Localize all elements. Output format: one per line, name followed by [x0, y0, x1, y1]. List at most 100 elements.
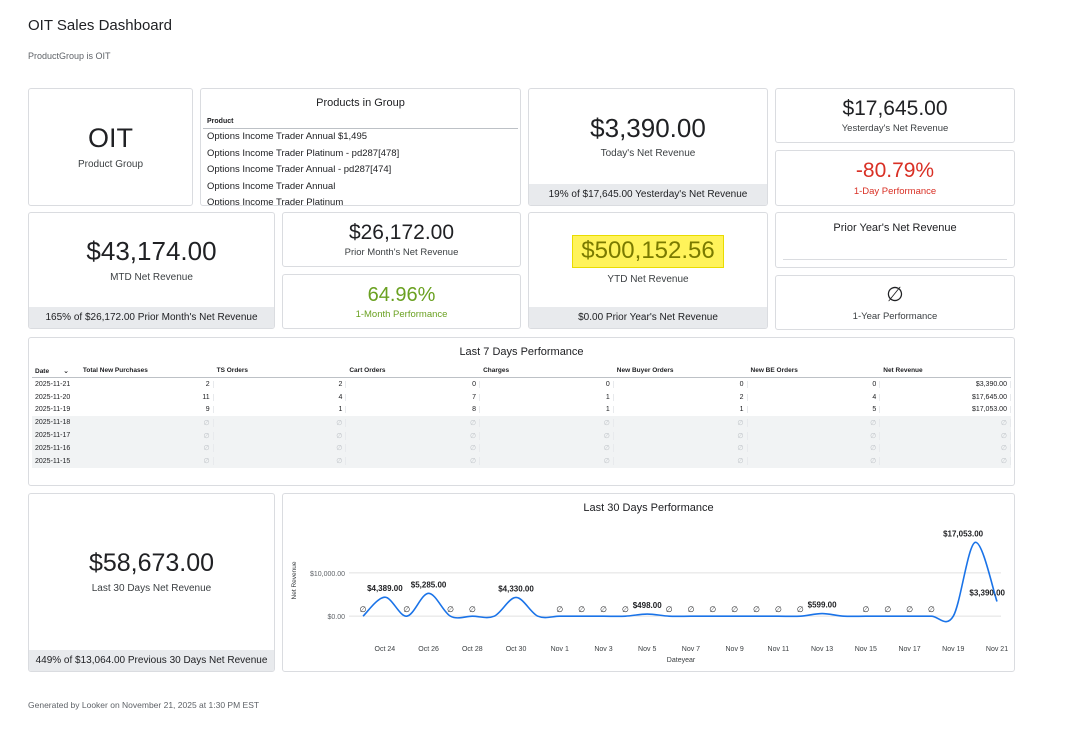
null-point-label: ∅: [731, 605, 738, 614]
column-header[interactable]: New Buyer Orders: [614, 367, 748, 374]
table-cell: 0: [614, 380, 748, 388]
x-tick-label: Nov 13: [811, 646, 833, 653]
table-row[interactable]: 2025-11-15 ∅ ∅ ∅ ∅ ∅ ∅ ∅: [32, 454, 1011, 468]
column-header[interactable]: Charges: [480, 367, 614, 374]
ytd-net-revenue-tile[interactable]: $500,152.56 YTD Net Revenue $0.00 Prior …: [528, 212, 768, 329]
null-point-label: ∅: [928, 605, 935, 614]
table-cell-date: 2025-11-20: [35, 393, 71, 401]
x-tick-label: Nov 1: [551, 646, 569, 653]
y-tick-label: $10,000.00: [310, 571, 345, 578]
table-row[interactable]: 2025-11-16 ∅ ∅ ∅ ∅ ∅ ∅ ∅: [32, 441, 1011, 455]
mtd-comparison: 165% of $26,172.00 Prior Month's Net Rev…: [29, 307, 274, 328]
last-30-days-performance-tile[interactable]: Last 30 Days Performance $0.00 $10,000.00…: [282, 493, 1015, 672]
table-cell: ∅: [880, 431, 1011, 440]
product-group-value: OIT: [88, 122, 133, 153]
table-cell: ∅: [480, 431, 614, 440]
column-header-label: TS Orders: [216, 367, 249, 374]
x-axis-label: Dateyear: [667, 657, 696, 664]
prior-month-net-revenue-tile[interactable]: $26,172.00 Prior Month's Net Revenue: [282, 212, 521, 267]
one-day-performance-tile[interactable]: -80.79% 1-Day Performance: [775, 150, 1015, 206]
prior-year-net-revenue-label: Prior Year's Net Revenue: [833, 222, 957, 234]
chevron-down-icon[interactable]: ⌄: [63, 367, 69, 375]
table-cell: ∅: [80, 418, 214, 427]
x-tick-label: Nov 15: [855, 646, 877, 653]
column-header[interactable]: Cart Orders: [346, 367, 480, 374]
table-header-row: Date ⌄ Total New Purchases TS Orders Cart Or…: [32, 364, 1011, 378]
product-item: Options Income Trader Platinum - pd287[4…: [207, 147, 400, 159]
table-cell: ∅: [346, 444, 481, 453]
table-cell: ∅: [748, 444, 881, 453]
x-tick-label: Nov 21: [986, 646, 1008, 653]
ytd-net-revenue-label: YTD Net Revenue: [607, 273, 689, 285]
last-7-days-tile[interactable]: Last 7 Days Performance Date ⌄ Total New P…: [28, 337, 1015, 486]
column-header-label: Net Revenue: [883, 367, 923, 374]
column-header-label: New Buyer Orders: [616, 367, 674, 374]
one-year-performance-tile[interactable]: ∅ 1-Year Performance: [775, 275, 1015, 330]
table-cell: 2: [214, 380, 347, 388]
table-row[interactable]: 2025-11-18 ∅ ∅ ∅ ∅ ∅ ∅ ∅: [32, 416, 1011, 430]
column-header[interactable]: Net Revenue: [880, 367, 1011, 374]
null-point-label: ∅: [556, 605, 563, 614]
products-in-group-title: Products in Group: [316, 97, 405, 109]
table-row[interactable]: 2025-11-20 11 4 7 1 2 4 $17,645.00: [32, 391, 1011, 404]
products-list[interactable]: Product Options Income Trader Annual $1,…: [203, 113, 518, 205]
column-header-label: New BE Orders: [750, 367, 798, 374]
null-point-label: ∅: [360, 605, 367, 614]
column-header[interactable]: TS Orders: [214, 367, 347, 374]
table-cell-date: 2025-11-15: [35, 457, 71, 465]
products-in-group-tile[interactable]: Products in Group Product Options Income…: [200, 88, 521, 206]
table-cell: 9: [80, 406, 214, 414]
mtd-net-revenue-tile[interactable]: $43,174.00 MTD Net Revenue 165% of $26,1…: [28, 212, 275, 329]
one-month-performance-label: 1-Month Performance: [355, 308, 448, 320]
last-30-days-line-chart[interactable]: $0.00 $10,000.00 Net Revenue ∅ $4,389.00 ∅ $5,…: [283, 494, 1014, 671]
yesterdays-net-revenue-label: Yesterday's Net Revenue: [841, 123, 949, 135]
last-30-days-net-revenue-tile[interactable]: $58,673.00 Last 30 Days Net Revenue 449%…: [28, 493, 275, 672]
todays-net-revenue-tile[interactable]: $3,390.00 Today's Net Revenue 19% of $17…: [528, 88, 768, 206]
x-tick-label: Nov 19: [942, 646, 964, 653]
page-title: OIT Sales Dashboard: [28, 17, 172, 34]
data-point-label: $4,330.00: [498, 584, 534, 593]
table-cell: ∅: [214, 431, 347, 440]
last-7-days-table[interactable]: Date ⌄ Total New Purchases TS Orders Cart Or…: [32, 364, 1011, 468]
null-point-label: ∅: [884, 605, 891, 614]
products-column-header[interactable]: Product: [203, 113, 518, 129]
table-cell: ∅: [748, 457, 881, 466]
null-point-label: ∅: [403, 605, 410, 614]
data-point-label: $3,390.00: [969, 589, 1005, 598]
table-cell: ∅: [614, 418, 748, 427]
table-cell: ∅: [214, 418, 347, 427]
yesterdays-net-revenue-tile[interactable]: $17,645.00 Yesterday's Net Revenue: [775, 88, 1015, 143]
table-cell: ∅: [346, 418, 481, 427]
null-point-label: ∅: [709, 605, 716, 614]
table-cell-date: 2025-11-17: [35, 432, 71, 440]
x-tick-label: Nov 11: [768, 646, 790, 653]
null-point-label: ∅: [578, 605, 585, 614]
column-header[interactable]: Date ⌄: [32, 367, 80, 375]
table-cell: ∅: [80, 444, 214, 453]
table-cell: 0: [748, 380, 881, 388]
data-point-label: $599.00: [808, 601, 837, 610]
table-row[interactable]: 2025-11-21 2 2 0 0 0 0 $3,390.00: [32, 378, 1011, 391]
table-cell: 8: [346, 406, 481, 414]
column-header-label: Cart Orders: [349, 367, 386, 374]
product-group-tile[interactable]: OIT Product Group: [28, 88, 193, 206]
x-tick-label: Nov 9: [726, 646, 744, 653]
null-point-label: ∅: [600, 605, 607, 614]
prior-year-divider: [783, 259, 1007, 260]
prior-year-net-revenue-tile[interactable]: Prior Year's Net Revenue: [775, 212, 1015, 268]
table-row[interactable]: 2025-11-19 9 1 8 1 1 5 $17,053.00: [32, 404, 1011, 417]
x-tick-label: Nov 7: [682, 646, 700, 653]
one-month-performance-tile[interactable]: 64.96% 1-Month Performance: [282, 274, 521, 329]
null-point-label: ∅: [753, 605, 760, 614]
column-header[interactable]: New BE Orders: [748, 367, 881, 374]
data-point-label: $5,285.00: [411, 580, 447, 589]
one-year-performance-value: ∅: [886, 283, 904, 306]
last-30-days-net-revenue-label: Last 30 Days Net Revenue: [91, 583, 212, 595]
table-cell: ∅: [346, 431, 481, 440]
x-tick-label: Nov 17: [898, 646, 920, 653]
null-point-label: ∅: [469, 605, 476, 614]
null-point-label: ∅: [687, 605, 694, 614]
table-row[interactable]: 2025-11-17 ∅ ∅ ∅ ∅ ∅ ∅ ∅: [32, 429, 1011, 442]
column-header-label: Date: [35, 367, 50, 375]
column-header[interactable]: Total New Purchases: [80, 367, 214, 374]
